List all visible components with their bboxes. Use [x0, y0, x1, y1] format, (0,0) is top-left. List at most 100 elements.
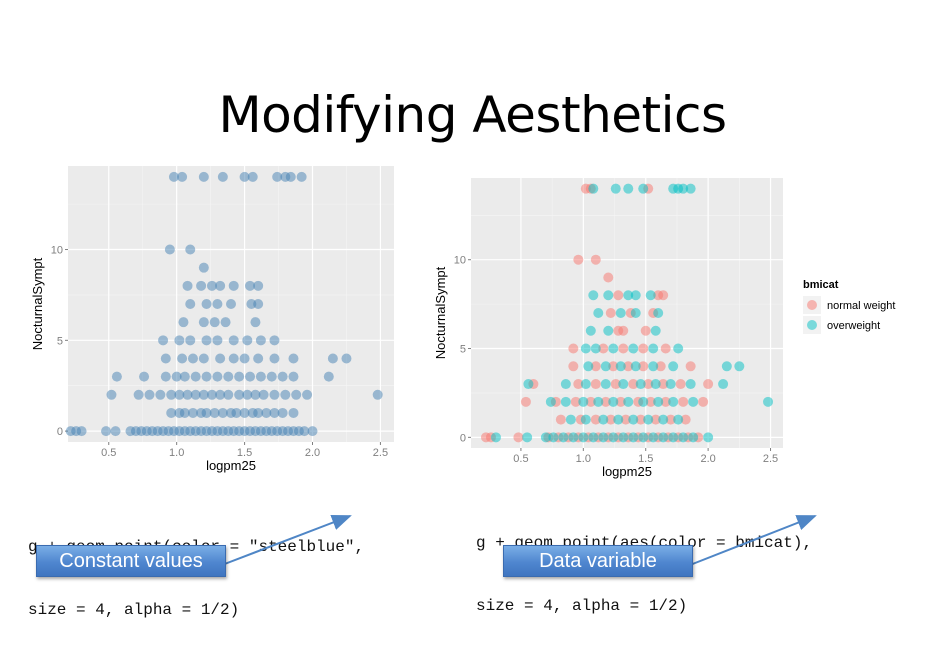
data-point [605, 414, 616, 425]
data-point [568, 343, 579, 354]
data-point [673, 414, 684, 425]
data-point [253, 353, 264, 364]
data-point [545, 396, 556, 407]
data-point [269, 407, 280, 418]
data-point [593, 308, 604, 318]
right-callout-arrow [689, 515, 817, 566]
data-point [258, 389, 269, 400]
data-point [266, 371, 277, 382]
data-point [678, 396, 689, 407]
data-point [610, 183, 621, 194]
data-point [648, 432, 659, 443]
data-point [630, 308, 641, 318]
data-point [635, 379, 646, 390]
data-point [250, 389, 261, 400]
data-point [327, 353, 338, 364]
steelblue-scatter-plot: 0.5 1.0 1.5 2.0 2.5 0 5 10 logpm25 NocturnalSympt [30, 166, 394, 473]
data-point [638, 183, 649, 194]
data-point [588, 183, 599, 194]
data-point [658, 379, 669, 390]
data-point [171, 371, 182, 382]
data-point [718, 379, 729, 390]
data-point [540, 432, 551, 443]
data-point [177, 171, 188, 182]
data-point [685, 183, 696, 194]
data-point [269, 353, 280, 364]
data-point [578, 396, 589, 407]
x-tick-label: 2.5 [373, 447, 388, 459]
data-point [658, 290, 669, 301]
data-point [247, 171, 258, 182]
data-point [190, 371, 201, 382]
data-point [660, 343, 671, 354]
data-point [675, 379, 686, 390]
data-point [253, 407, 264, 418]
data-point [323, 371, 334, 382]
data-point [196, 280, 207, 291]
data-point [228, 353, 239, 364]
data-point [201, 371, 212, 382]
data-point [201, 407, 212, 418]
y-tick-label: 5 [57, 335, 63, 347]
data-point [277, 407, 288, 418]
data-point [655, 361, 666, 372]
x-tick-label: 1.5 [237, 447, 252, 459]
data-point [580, 379, 591, 390]
data-point [623, 290, 634, 301]
data-point [650, 379, 661, 390]
data-point [615, 396, 626, 407]
legend-swatch [807, 300, 817, 310]
data-point [212, 299, 223, 309]
data-point [628, 432, 639, 443]
data-point [658, 414, 669, 425]
data-point [133, 389, 144, 400]
y-axis-label: NocturnalSympt [433, 266, 448, 359]
data-point [573, 379, 584, 390]
data-point [650, 414, 661, 425]
data-point [645, 396, 656, 407]
data-point [665, 379, 676, 390]
data-point [645, 290, 656, 301]
data-point [588, 290, 599, 301]
data-point [613, 414, 624, 425]
data-point [703, 379, 714, 390]
data-point [239, 353, 250, 364]
data-point [578, 432, 589, 443]
data-point [255, 335, 266, 346]
data-point [590, 379, 601, 390]
data-point [269, 389, 280, 400]
data-point [212, 371, 223, 382]
data-point [106, 389, 117, 400]
data-point [341, 353, 352, 364]
data-point [178, 317, 189, 328]
data-point [296, 171, 307, 182]
data-point [643, 414, 654, 425]
data-point [166, 407, 177, 418]
data-point [623, 183, 634, 194]
data-point [618, 325, 629, 336]
data-point [623, 396, 634, 407]
y-axis-label: NocturnalSympt [30, 257, 45, 350]
legend-title: bmicat [803, 279, 839, 291]
data-point [166, 389, 177, 400]
x-axis-label: logpm25 [206, 458, 256, 473]
data-point [678, 432, 689, 443]
data-point [673, 343, 684, 354]
data-point [590, 414, 601, 425]
data-point [590, 254, 601, 265]
data-point [206, 389, 217, 400]
y-tick-label: 10 [51, 245, 63, 257]
legend-label: overweight [827, 320, 880, 332]
x-tick-label: 0.5 [513, 453, 528, 465]
data-point [111, 371, 122, 382]
data-point [678, 183, 689, 194]
data-point [640, 325, 651, 336]
data-point [198, 353, 209, 364]
data-point [160, 371, 171, 382]
data-point [179, 371, 190, 382]
data-point [215, 280, 226, 291]
left-callout-arrow [221, 514, 352, 566]
data-point [638, 361, 649, 372]
data-point [226, 299, 236, 309]
